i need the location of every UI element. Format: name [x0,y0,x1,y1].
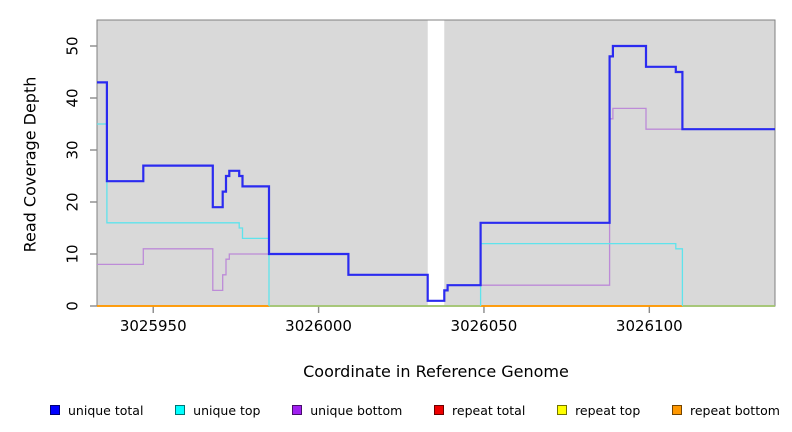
legend-label: repeat total [452,402,526,418]
legend-swatch-unique-bottom [292,405,303,415]
legend-label: unique top [193,402,261,418]
y-tick-label: 50 [63,36,81,55]
legend: unique total unique top unique bottom repea… [0,397,792,423]
legend-item-unique-total: unique total [50,403,143,418]
y-tick-label: 40 [63,88,81,107]
x-tick-label: 3026100 [616,317,683,335]
x-tick-label: 3025950 [120,317,187,335]
x-tick-label: 3026000 [285,317,352,335]
legend-label: repeat bottom [690,402,780,418]
legend-item-unique-bottom: unique bottom [292,403,402,418]
x-tick-label: 3026050 [451,317,518,335]
y-tick-label: 30 [63,140,81,159]
legend-item-repeat-top: repeat top [557,403,640,418]
y-tick-label: 0 [63,301,81,311]
legend-swatch-repeat-top [557,405,568,415]
legend-swatch-repeat-bottom [672,405,682,415]
legend-swatch-repeat-total [434,405,445,415]
legend-item-repeat-bottom: repeat bottom [672,403,780,418]
legend-swatch-unique-top [175,405,186,415]
legend-item-repeat-total: repeat total [434,403,525,418]
y-axis-title: Read Coverage Depth [20,76,40,253]
y-tick-label: 10 [63,244,81,263]
legend-item-unique-top: unique top [175,403,260,418]
coverage-chart: 0 10 20 30 40 50 3025950 3026000 3026050 3026100 [63,19,792,335]
y-tick-label: 20 [63,192,81,211]
legend-label: repeat top [575,402,641,418]
legend-label: unique bottom [310,402,403,418]
masked-region [427,20,445,306]
legend-swatch-unique-total [50,405,60,415]
x-axis-title: Coordinate in Reference Genome [303,362,569,381]
legend-label: unique total [68,402,144,418]
series-line-unique-total [97,44,775,302]
